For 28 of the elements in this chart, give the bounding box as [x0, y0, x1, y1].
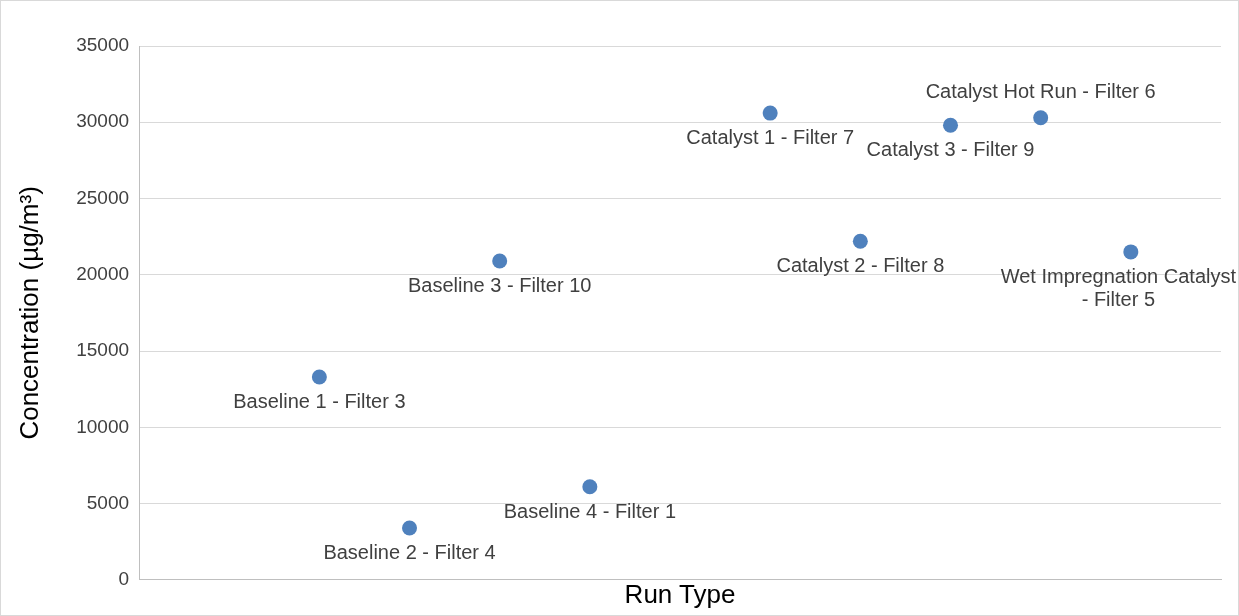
- point: [1033, 110, 1049, 126]
- point: [402, 520, 418, 536]
- y-tick-label: 0: [118, 568, 130, 590]
- point: [852, 233, 868, 249]
- point: [311, 369, 327, 385]
- data-label: Catalyst 3 - Filter 9: [866, 138, 1035, 161]
- data-label: Baseline 2 - Filter 4: [323, 540, 496, 563]
- point: [582, 479, 598, 495]
- data-label: Catalyst 2 - Filter 8: [776, 254, 945, 277]
- point: [943, 117, 959, 133]
- y-tick-label: 35000: [76, 34, 130, 56]
- data-label: Baseline 1 - Filter 3: [233, 389, 406, 412]
- data-label: Catalyst Hot Run - Filter 6: [925, 79, 1156, 102]
- point: [1123, 244, 1139, 260]
- y-tick-label: 25000: [76, 186, 130, 208]
- data-label: Baseline 3 - Filter 10: [407, 274, 592, 297]
- data-label: Wet Impregnation Catalyst - Filter 5: [1000, 264, 1237, 310]
- y-tick-label: 20000: [76, 263, 130, 285]
- y-tick-label: 15000: [76, 339, 130, 361]
- data-label: Catalyst 1 - Filter 7: [686, 126, 855, 149]
- y-tick-label: 30000: [76, 110, 130, 132]
- data-label: Baseline 4 - Filter 1: [503, 499, 676, 522]
- y-tick-label: 10000: [76, 415, 130, 437]
- x-axis-title: Run Type: [624, 578, 736, 609]
- y-tick-label: 5000: [86, 491, 130, 513]
- point: [492, 253, 508, 269]
- y-axis-title: Concentration (µg/m³): [13, 186, 44, 440]
- point: [762, 105, 778, 121]
